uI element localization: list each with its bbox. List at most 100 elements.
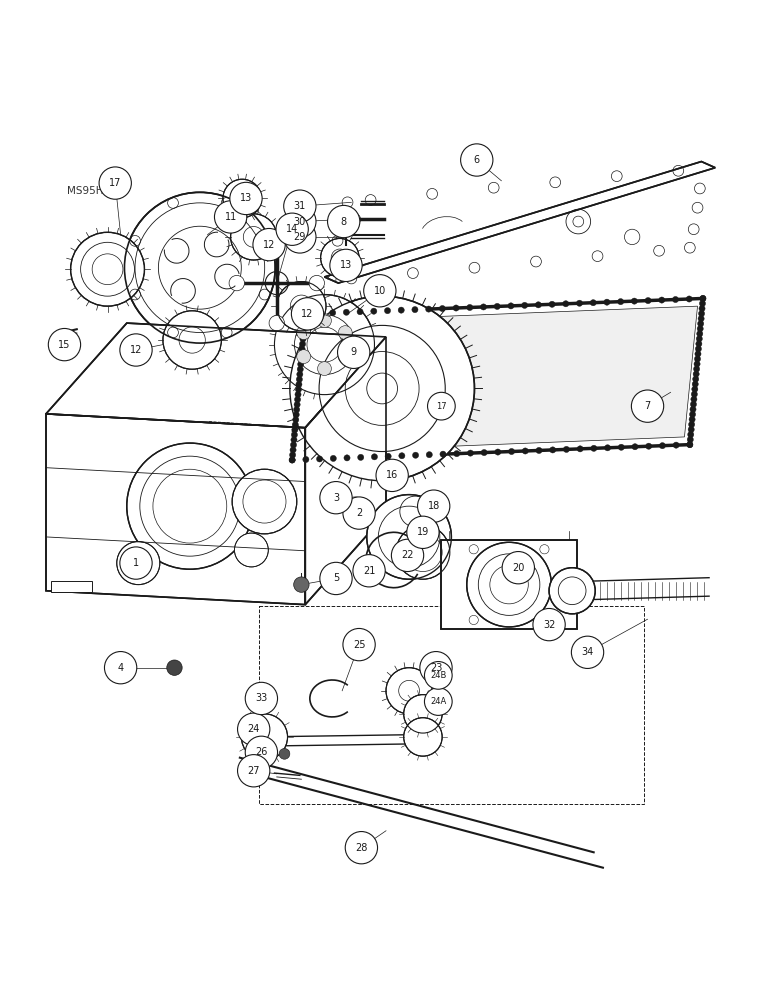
Circle shape <box>522 302 528 308</box>
Circle shape <box>495 449 501 455</box>
Circle shape <box>302 311 308 317</box>
Circle shape <box>461 144 493 176</box>
Circle shape <box>386 668 432 714</box>
Circle shape <box>238 713 270 745</box>
Circle shape <box>509 448 515 455</box>
Text: 13: 13 <box>340 260 352 270</box>
Circle shape <box>316 310 322 316</box>
Circle shape <box>245 682 278 715</box>
Circle shape <box>439 305 445 312</box>
Text: 27: 27 <box>248 766 260 776</box>
Text: MS95H067: MS95H067 <box>66 186 123 196</box>
Circle shape <box>645 298 651 304</box>
Circle shape <box>440 451 446 457</box>
Circle shape <box>283 205 316 238</box>
Circle shape <box>293 577 309 592</box>
Circle shape <box>317 314 331 328</box>
Circle shape <box>295 391 301 398</box>
Text: 24B: 24B <box>430 671 446 680</box>
Circle shape <box>428 392 455 420</box>
Text: 28: 28 <box>355 843 367 853</box>
Circle shape <box>494 303 500 309</box>
Circle shape <box>693 371 699 377</box>
Text: 10: 10 <box>374 286 386 296</box>
Circle shape <box>367 495 452 579</box>
Circle shape <box>99 167 131 199</box>
Text: 2: 2 <box>356 508 362 518</box>
Circle shape <box>687 442 693 448</box>
Circle shape <box>120 334 152 366</box>
Circle shape <box>330 249 362 282</box>
Circle shape <box>124 192 276 343</box>
Circle shape <box>296 376 303 382</box>
Circle shape <box>338 326 352 340</box>
Circle shape <box>689 411 696 417</box>
Text: 24A: 24A <box>430 697 446 706</box>
Circle shape <box>418 490 450 522</box>
Text: 11: 11 <box>225 212 237 222</box>
Polygon shape <box>46 414 305 605</box>
Circle shape <box>691 391 697 397</box>
Text: 4: 4 <box>117 663 124 673</box>
Circle shape <box>230 182 262 215</box>
Circle shape <box>298 356 304 362</box>
Circle shape <box>357 454 364 460</box>
Circle shape <box>357 309 363 315</box>
Circle shape <box>672 296 679 303</box>
Text: 7: 7 <box>645 401 651 411</box>
Circle shape <box>49 328 80 361</box>
Circle shape <box>338 350 352 364</box>
Text: 32: 32 <box>543 620 555 630</box>
Circle shape <box>320 482 352 514</box>
Circle shape <box>696 341 702 347</box>
Circle shape <box>290 296 475 481</box>
Circle shape <box>215 201 247 233</box>
Circle shape <box>645 443 652 449</box>
Circle shape <box>302 311 308 317</box>
Circle shape <box>330 455 337 461</box>
Text: 34: 34 <box>581 647 594 657</box>
Circle shape <box>391 539 424 572</box>
Circle shape <box>297 366 303 372</box>
Polygon shape <box>442 540 577 629</box>
Circle shape <box>692 381 699 387</box>
Circle shape <box>300 341 306 347</box>
Circle shape <box>340 223 352 235</box>
Circle shape <box>399 453 405 459</box>
Text: 31: 31 <box>293 201 306 211</box>
Circle shape <box>687 442 693 448</box>
Circle shape <box>302 316 308 322</box>
Circle shape <box>695 356 700 362</box>
Circle shape <box>289 457 295 463</box>
Circle shape <box>563 301 569 307</box>
Circle shape <box>294 401 300 408</box>
Circle shape <box>346 497 364 515</box>
Circle shape <box>698 321 704 327</box>
Circle shape <box>631 298 638 304</box>
Circle shape <box>480 304 486 310</box>
Circle shape <box>692 376 699 382</box>
Circle shape <box>289 457 295 463</box>
Circle shape <box>279 748 290 759</box>
Circle shape <box>688 431 694 438</box>
Circle shape <box>364 275 396 307</box>
Circle shape <box>293 422 299 428</box>
Circle shape <box>696 336 703 342</box>
Circle shape <box>296 371 303 377</box>
Circle shape <box>522 448 528 454</box>
Text: 23: 23 <box>430 663 442 673</box>
Text: 21: 21 <box>363 566 375 576</box>
Circle shape <box>404 695 442 733</box>
Circle shape <box>238 755 270 787</box>
Circle shape <box>564 446 570 452</box>
Circle shape <box>699 305 705 312</box>
Circle shape <box>301 326 307 332</box>
Circle shape <box>686 296 692 302</box>
Circle shape <box>577 300 583 306</box>
Circle shape <box>385 453 391 459</box>
Circle shape <box>232 469 296 534</box>
Polygon shape <box>300 306 698 452</box>
Circle shape <box>604 445 611 451</box>
Circle shape <box>467 450 473 456</box>
Text: 20: 20 <box>512 563 524 573</box>
